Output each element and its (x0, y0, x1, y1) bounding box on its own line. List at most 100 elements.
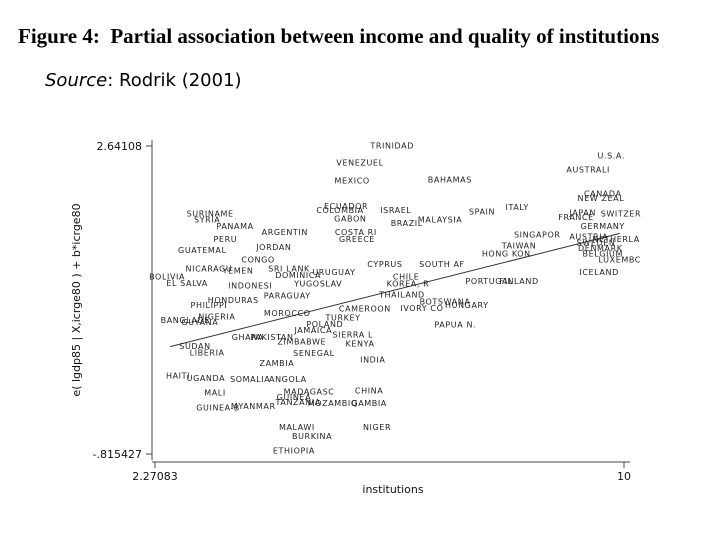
country-point: AUSTRIA (569, 232, 608, 241)
country-point: KOREA, R (387, 280, 430, 289)
country-point: URUGUAY (312, 268, 355, 277)
country-point: CHINA (355, 387, 383, 396)
country-point: BAHAMAS (428, 175, 472, 184)
country-point: TRINIDAD (369, 142, 414, 151)
country-point: SOUTH AF (419, 260, 465, 269)
country-point: ICELAND (579, 268, 618, 277)
country-point: JAMAICA (293, 326, 332, 335)
country-point: NICARAGU (186, 265, 233, 274)
country-point: CYPRUS (367, 260, 402, 269)
country-point: MOZAMBIQ (308, 399, 358, 408)
country-point: SIERRA L (332, 331, 373, 340)
country-point: SURINAME (187, 209, 234, 218)
country-point: NIGERIA (198, 313, 235, 322)
country-point: SWITZER (601, 209, 642, 218)
country-point: SUDAN (179, 342, 210, 351)
country-point: FINLAND (499, 277, 538, 286)
country-point: NETHERLA (592, 235, 639, 244)
country-point: DOMINICA (275, 271, 321, 280)
country-point: GERMANY (581, 222, 625, 231)
country-point: SWEDEN (577, 239, 616, 248)
country-point: NEW ZEAL (578, 194, 625, 203)
country-point: PERU (213, 235, 237, 244)
country-point: PORTUGAL (465, 277, 513, 286)
country-point: KENYA (346, 339, 375, 348)
country-point: SOMALIA (230, 375, 270, 384)
country-point: ZAMBIA (260, 359, 295, 368)
country-point: SINGAPOR (514, 231, 561, 240)
x-tick-label: 10 (617, 470, 631, 483)
country-point: HAITI (166, 371, 190, 380)
country-point: GUINEA-B (196, 404, 240, 413)
country-point: BANGLADE (161, 316, 210, 325)
country-point: EL SALVA (166, 279, 208, 288)
country-point: NIGER (363, 423, 391, 432)
country-point: GHANA (232, 333, 264, 342)
country-point: SENEGAL (293, 349, 335, 358)
country-point: BOLIVIA (149, 273, 185, 282)
country-point: BURKINA (292, 432, 332, 441)
x-axis-label: institutions (362, 483, 423, 496)
country-point: BRAZIL (391, 219, 423, 228)
x-tick-label: 2.27083 (132, 470, 178, 483)
country-point: MYANMAR (231, 402, 276, 411)
country-point: MALAWI (279, 423, 315, 432)
country-point: MALAYSIA (418, 216, 462, 225)
country-point: ETHIOPIA (273, 446, 315, 455)
country-point: INDIA (360, 355, 385, 364)
country-point: COSTA RI (335, 228, 377, 237)
y-tick-label: 2.64108 (97, 140, 143, 153)
country-point: PAPUA N. (434, 321, 476, 330)
title-text: Partial association between income and q… (110, 24, 660, 48)
country-point: YUGOSLAV (293, 280, 342, 289)
country-point: GREECE (339, 235, 375, 244)
country-point: GUYANA (181, 318, 218, 327)
country-point: HUNGARY (445, 301, 489, 310)
country-point: GUATEMAL (178, 246, 226, 255)
country-point: PARAGUAY (264, 291, 311, 300)
country-point: BELGIUM (582, 249, 623, 258)
country-point: HONG KON (482, 249, 531, 258)
country-point: YEMEN (222, 266, 254, 275)
slide-title: Figure 4: Partial association between in… (18, 24, 659, 49)
y-tick-label: -.815427 (93, 448, 142, 461)
country-point: LUXEMBC (599, 256, 642, 265)
country-point: TURKEY (325, 314, 361, 323)
country-point: SPAIN (469, 208, 495, 217)
country-point: MALI (204, 388, 226, 397)
country-point: PANAMA (216, 222, 253, 231)
country-point: JAPAN (569, 208, 596, 217)
country-point: GAMBIA (351, 399, 387, 408)
country-point: PAKISTAN (251, 333, 294, 342)
country-point: MOROCCO (264, 309, 311, 318)
country-point: INDONESI (228, 281, 272, 290)
country-point: FRANCE (558, 213, 594, 222)
country-point: JORDAN (255, 243, 291, 252)
country-point: ITALY (506, 203, 529, 212)
country-point: CAMEROON (339, 305, 391, 314)
country-point: U.S.A. (598, 151, 626, 160)
country-point: SYRIA (194, 216, 220, 225)
country-point: AUSTRALI (566, 166, 610, 175)
country-point: GUINEA (277, 393, 312, 402)
country-point: ARGENTIN (262, 228, 308, 237)
country-point: SRI LANK (268, 265, 310, 274)
country-point: DENMARK (578, 244, 623, 253)
country-point: MADAGASC (284, 388, 335, 397)
country-point: LIBERIA (190, 348, 225, 357)
country-point: ISRAEL (380, 206, 411, 215)
country-point: TAIWAN (501, 241, 537, 250)
country-point: IVORY CO (400, 304, 443, 313)
country-point: VENEZUEL (336, 159, 383, 168)
country-point: COLOMBIA (316, 206, 363, 215)
country-point: GABON (334, 215, 366, 224)
country-point: POLAND (306, 320, 343, 329)
country-point: ZIMBABWE (277, 338, 326, 347)
country-point: ECUADOR (324, 202, 368, 211)
country-point: HONDURAS (208, 296, 259, 305)
y-axis-label: e( lgdp85 | X,icrge80 ) + b*icrge80 (70, 203, 83, 396)
country-point: PHILIPPI (191, 301, 228, 310)
source-label: Source (45, 70, 108, 91)
